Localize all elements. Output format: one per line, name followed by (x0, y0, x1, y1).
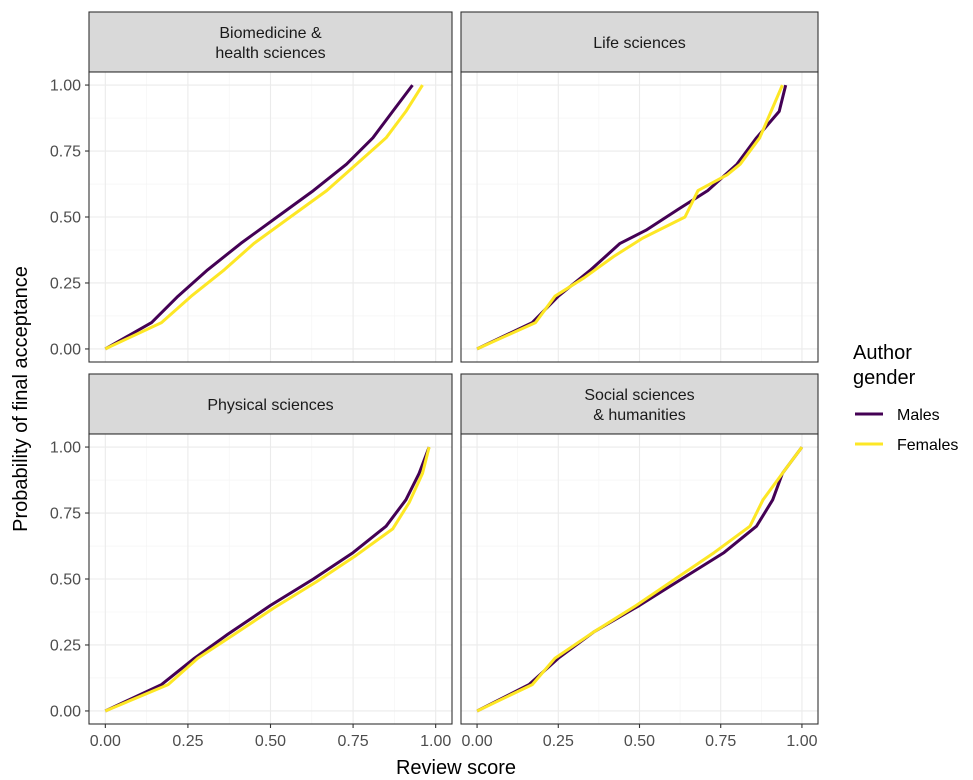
x-axis-title: Review score (396, 757, 516, 779)
series-line-males (104, 84, 414, 351)
panel-1: Biomedicine & health sciences 0.00 0.25 0.50… (50, 11, 453, 363)
x-tick-label: 0.25 (543, 733, 574, 750)
y-tick-label: 0.00 (50, 703, 81, 720)
panel-strip (88, 11, 453, 73)
legend-label-females: Females (897, 437, 958, 454)
panel-strip-label: & humanities (593, 407, 686, 424)
panel-border (460, 71, 819, 363)
x-tick-label: 0.75 (705, 733, 736, 750)
x-tick-label: 0.75 (338, 733, 369, 750)
panel-strip-label: Biomedicine & (219, 25, 322, 42)
x-tick-label: 0.00 (90, 733, 121, 750)
series-line-males (104, 446, 431, 713)
x-tick-label: 0.50 (624, 733, 655, 750)
series-line-females (104, 84, 424, 351)
legend-title: Author gender (853, 342, 918, 389)
y-axis-title: Probability of final acceptance (10, 266, 32, 532)
panel-strip-label: Social sciences (584, 387, 694, 404)
legend-title-line-1: Author (853, 342, 912, 364)
legend-label-males: Males (897, 407, 940, 424)
y-tick-label: 0.75 (50, 144, 81, 161)
y-tick-label: 0.50 (50, 572, 81, 589)
panels-layer: Biomedicine & health sciences 0.00 0.25 0.50… (50, 11, 819, 750)
panel-strip-label: health sciences (215, 45, 325, 62)
x-tick-label: 1.00 (786, 733, 817, 750)
series-line-females (104, 446, 431, 713)
y-tick-label: 0.50 (50, 210, 81, 227)
panel-3: Physical sciences 0.00 0.25 0.50 0.75 1.00 0.0… (50, 373, 453, 750)
y-tick-label: 0.25 (50, 275, 81, 292)
y-tick-label: 0.00 (50, 341, 81, 358)
x-tick-label: 1.00 (420, 733, 451, 750)
panel-strip (460, 373, 819, 435)
legend: Author gender Males Females (853, 342, 958, 454)
x-tick-label: 0.50 (255, 733, 286, 750)
y-tick-label: 0.25 (50, 637, 81, 654)
panel-strip-label: Life sciences (593, 35, 686, 52)
panel-2: Life sciences (460, 11, 819, 363)
panel-strip (88, 373, 453, 435)
legend-title-line-2: gender (853, 367, 916, 389)
series-line-females (476, 446, 804, 713)
x-tick-label: 0.25 (172, 733, 203, 750)
x-tick-label: 0.00 (461, 733, 492, 750)
y-tick-label: 0.75 (50, 506, 81, 523)
y-tick-label: 1.00 (50, 78, 81, 95)
panel-strip-label: Physical sciences (207, 397, 333, 414)
y-tick-label: 1.00 (50, 440, 81, 457)
panel-4: Social sciences & humanities 0.00 0.25 0.50 0… (460, 373, 819, 750)
series-line-females (476, 84, 784, 351)
